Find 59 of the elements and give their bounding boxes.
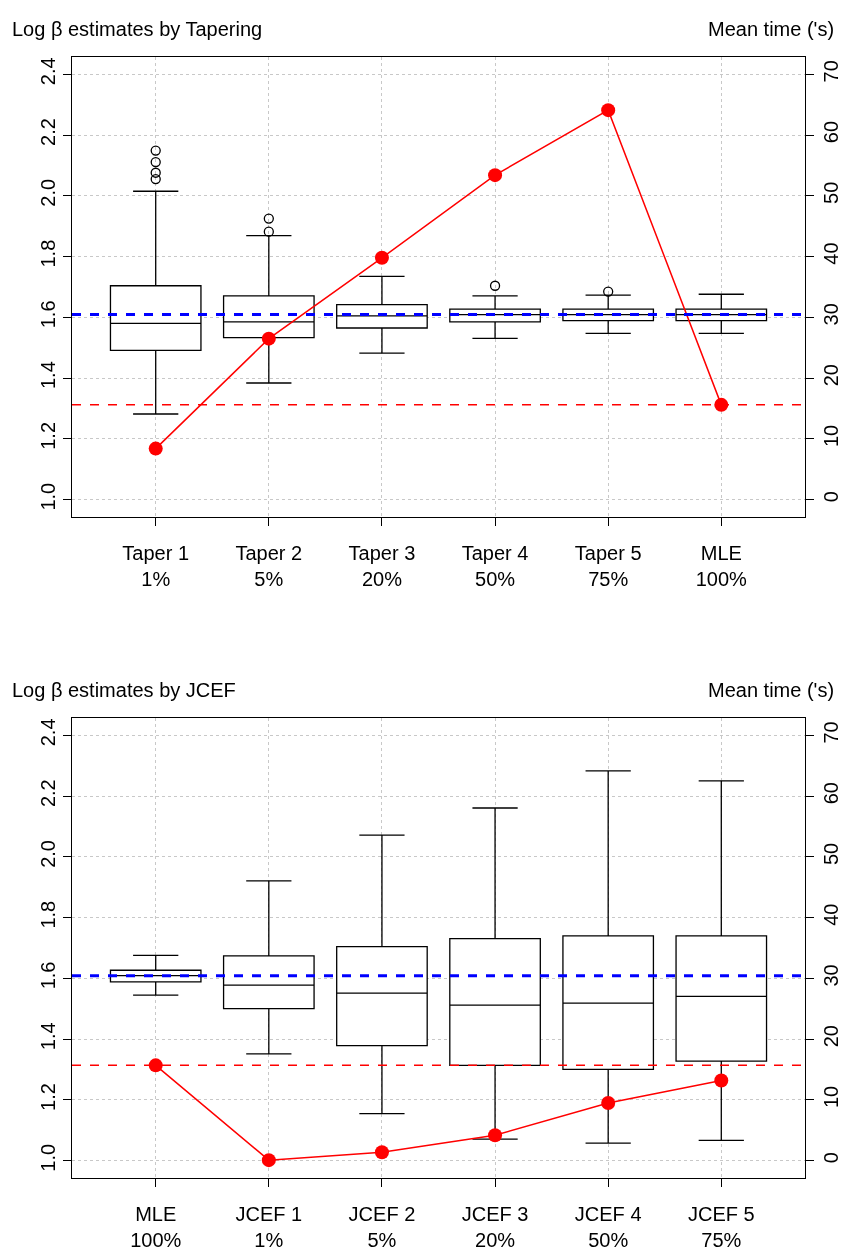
y2-tick-label: 0 [820,491,843,503]
x-tick-label: JCEF 4 50% [574,1202,642,1251]
point [714,1073,729,1088]
y-tick-label: 1.0 [36,1143,59,1172]
y2-tick-label: 30 [820,964,843,987]
x-tick-label: Taper 3 20% [348,541,416,590]
point [148,1058,163,1073]
point [261,331,276,346]
y2-tick-label: 50 [820,842,843,866]
y-tick-label: 2.2 [36,118,59,146]
point [601,1096,616,1111]
point [488,168,503,183]
y2-tick-label: 20 [820,1025,843,1048]
point [488,1128,503,1143]
y-tick-label: 1.8 [36,239,59,268]
y-tick-label: 1.2 [36,1083,59,1111]
x-tick-label: MLE 100% [130,1202,182,1251]
y2-tick-label: 60 [820,120,843,144]
y-tick-label: 2.2 [36,779,59,808]
y-tick-label: 1.4 [36,361,59,390]
y-tick-label: 1.6 [36,961,59,990]
chart-title: Log β estimates by Tapering [12,18,263,40]
chart-title: Log β estimates by JCEF [12,679,236,701]
y2-tick-label: 60 [820,782,843,805]
x-tick-label: MLE 100% [695,541,748,590]
y-tick-label: 2.0 [36,840,59,868]
y2-tick-label: 20 [820,363,843,387]
y-tick-label: 1.8 [36,900,59,929]
y2-tick-label: 10 [820,424,843,448]
y2-tick-label: 30 [820,303,843,326]
x-tick-label: Taper 5 75% [574,541,642,590]
point [261,1153,276,1168]
point [601,103,616,118]
y-tick-label: 2.4 [36,57,59,86]
point [374,1145,389,1160]
x-tick-label: JCEF 2 5% [348,1202,416,1251]
x-tick-label: Taper 2 5% [235,541,303,590]
x-tick-label: JCEF 5 75% [687,1202,755,1251]
point [374,250,389,265]
y-tick-label: 1.4 [36,1022,59,1051]
x-tick-label: Taper 4 50% [461,541,529,590]
y2-tick-label: 0 [820,1152,843,1164]
y-tick-label: 2.0 [36,178,59,207]
x-tick-label: JCEF 1 1% [235,1202,303,1251]
y2-tick-label: 40 [820,242,843,265]
y2-tick-label: 50 [820,181,843,204]
y2-axis-title: Mean time ('s) [708,679,835,701]
x-tick-label: Taper 1 1% [122,541,190,590]
y2-tick-label: 70 [820,60,843,83]
y2-axis-title: Mean time ('s) [708,18,835,40]
y-tick-label: 1.2 [36,421,59,450]
y2-tick-label: 10 [820,1085,843,1109]
y2-tick-label: 70 [820,721,843,744]
y-tick-label: 1.0 [36,482,59,511]
x-tick-label: JCEF 3 20% [461,1202,529,1251]
y2-tick-label: 40 [820,903,843,926]
y-tick-label: 1.6 [36,300,59,329]
y-tick-label: 2.4 [36,718,59,747]
point [148,441,163,456]
